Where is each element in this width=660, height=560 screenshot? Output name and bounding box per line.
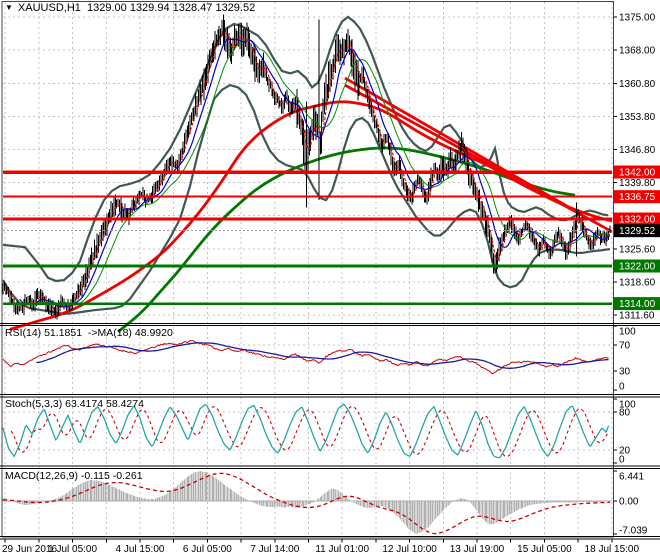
rsi-indicator-label: RSI(14) 51.1851 ->MA(18) 48.9920: [5, 327, 173, 339]
price-level-badge-1314.00: [614, 297, 660, 311]
time-axis-label: 13 Jul 19:00: [450, 544, 505, 555]
chart-title: XAUUSD,H1 1329.00 1329.94 1328.47 1329.5…: [17, 2, 256, 14]
price-axis-label: 1318.60: [619, 277, 656, 288]
time-axis-label: 11 Jul 01:00: [315, 544, 369, 555]
price-level-badge-1342.00-text: 1342.00: [619, 168, 656, 179]
stoch-k-line: [2, 403, 610, 459]
symbol-dropdown-icon[interactable]: ▼: [5, 3, 13, 12]
slow-ma-green-line: [117, 146, 576, 333]
time-axis-label: 4 Jul 15:00: [116, 544, 165, 555]
rsi-axis-label: 100: [619, 327, 636, 338]
price-axis-label: 1353.80: [619, 112, 656, 123]
stoch-axis-label: 80: [619, 407, 631, 418]
price-axis-label: 1346.80: [619, 145, 656, 156]
price-level-badge-1322.00-text: 1322.00: [619, 262, 656, 273]
time-axis-label: 1 Jul 05:00: [48, 544, 97, 555]
price-level-badge-1342.00: [614, 165, 660, 179]
chart-title-row: ▼ XAUUSD,H1 1329.00 1329.94 1328.47 1329…: [5, 2, 255, 14]
stoch-indicator-label: Stoch(5,3,3) 63.4174 58.4274: [5, 398, 144, 410]
time-axis-label: 12 Jul 10:00: [382, 544, 437, 555]
stoch-axis-label: 0: [619, 455, 625, 466]
price-axis-label: 1368.00: [619, 45, 656, 56]
price-axis-label: 1360.80: [619, 79, 656, 90]
slow-ma-red-line: [9, 100, 613, 331]
price-axis-label: 1375.00: [619, 12, 656, 23]
price-level-badge-1336.75: [614, 190, 660, 204]
price-level-badge-1322.00: [614, 259, 660, 273]
rsi-axis-label: 0: [619, 382, 625, 393]
bollinger-upper-line: [2, 15, 609, 283]
price-level-badge-1314.00-text: 1314.00: [619, 299, 656, 310]
rsi-ma-line: [36, 342, 609, 369]
price-axis-label: 1325.60: [619, 245, 656, 256]
fast-ma-blue-line: [19, 38, 611, 308]
time-axis-label: 15 Jul 05:00: [517, 544, 572, 555]
rsi-axis-label: 30: [619, 366, 631, 377]
time-axis-label: 29 Jun 2016: [2, 544, 57, 555]
price-axis-label: 1311.60: [619, 310, 655, 321]
fast-ma-green-line: [34, 38, 611, 306]
macd-signal-line: [2, 472, 611, 535]
time-axis-label: 6 Jul 05:00: [183, 544, 232, 555]
rsi-line: [2, 340, 609, 375]
macd-axis-label: 6.441: [619, 472, 644, 483]
fast-ma-red-dashed-line: [7, 31, 611, 311]
price-level-badge-1332.00-text: 1332.00: [619, 215, 656, 226]
stoch-d-line: [10, 406, 610, 458]
rsi-axis-label: 70: [619, 341, 631, 352]
macd-axis-label: -7.039: [619, 526, 648, 537]
time-axis-label: 18 Jul 15:00: [585, 544, 640, 555]
stoch-axis-label: 100: [619, 400, 636, 411]
bollinger-lower-line: [2, 83, 611, 316]
time-axis-label: 7 Jul 14:00: [250, 544, 299, 555]
price-level-badge-1332.00: [614, 212, 660, 226]
stoch-axis-label: 20: [619, 446, 631, 457]
current-price-badge-text: 1329.52: [619, 226, 656, 237]
current-price-badge: [614, 224, 660, 238]
trendline-b[interactable]: [344, 76, 578, 214]
macd-indicator-label: MACD(12,26,9) -0.115 -0.261: [5, 470, 143, 482]
macd-axis-label: 0.00: [619, 497, 639, 508]
price-level-badge-1336.75-text: 1336.75: [619, 192, 656, 203]
price-axis-label: 1339.80: [619, 178, 656, 189]
